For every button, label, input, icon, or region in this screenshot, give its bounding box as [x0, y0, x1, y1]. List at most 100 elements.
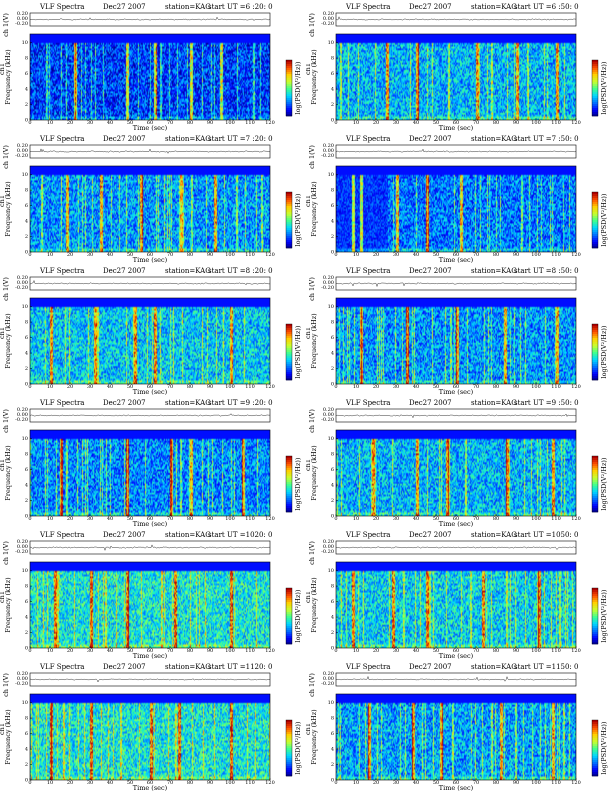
colorbar-segment: [286, 86, 292, 89]
colorbar-label: log(PSD(V²/Hz)): [600, 61, 608, 114]
colorbar-label: log(PSD(V²/Hz)): [294, 589, 302, 642]
time-tick-label: 40: [107, 384, 113, 390]
time-tick-label: 110: [551, 516, 561, 522]
time-tick-label: 40: [413, 252, 419, 258]
freq-tick-label: 2: [25, 630, 28, 636]
colorbar-segment: [286, 758, 292, 761]
colorbar-segment: [592, 744, 598, 747]
colorbar-segment: [286, 498, 292, 501]
colorbar-segment: [286, 608, 292, 611]
panel-title: VLF Spectra: [39, 3, 84, 11]
time-tick-label: 20: [67, 252, 73, 258]
time-tick-label: 90: [207, 516, 213, 522]
panel-station: station=KAG: [165, 531, 211, 539]
trace-ytick-label: 0.20: [323, 11, 334, 17]
time-tick-label: 120: [265, 780, 275, 786]
colorbar-segment: [592, 96, 598, 99]
colorbar-segment: [286, 196, 292, 199]
colorbar-segment: [286, 770, 292, 773]
colorbar-segment: [592, 332, 598, 335]
colorbar-segment: [286, 238, 292, 241]
colorbar-segment: [592, 728, 598, 731]
colorbar-segment: [286, 496, 292, 499]
trace-ytick-label: -0.20: [321, 549, 334, 555]
panel-start-time: start UT =1020: 0: [208, 531, 272, 539]
colorbar-segment: [286, 68, 292, 71]
colorbar-segment: [592, 84, 598, 87]
colorbar-segment: [286, 74, 292, 77]
colorbar-segment: [592, 216, 598, 219]
panel-start-time: start UT =8 :50: 0: [514, 267, 579, 275]
colorbar-segment: [592, 624, 598, 627]
time-tick-label: 40: [413, 516, 419, 522]
colorbar-frame: [285, 59, 293, 117]
time-tick-label: 100: [531, 252, 541, 258]
panel-title: VLF Spectra: [39, 135, 84, 143]
channel-label: ch1: [0, 591, 6, 603]
colorbar-segment: [592, 506, 598, 509]
trace-ytick-label: 0.00: [323, 544, 334, 550]
time-tick-label: 10: [47, 648, 53, 654]
colorbar-segment: [592, 760, 598, 763]
trace-line: [335, 16, 576, 21]
colorbar-segment: [286, 464, 292, 467]
colorbar-segment: [592, 222, 598, 225]
trace-ytick-label: -0.20: [15, 21, 28, 27]
trace-ylabel: ch 1(V): [2, 673, 10, 697]
time-tick-label: 60: [453, 120, 459, 126]
panel-date: Dec27 2007: [103, 267, 146, 275]
colorbar-label: log(PSD(V²/Hz)): [294, 325, 302, 378]
colorbar-segment: [592, 74, 598, 77]
freq-ylabel: Frequency (kHz): [310, 181, 318, 237]
time-tick-label: 50: [433, 384, 439, 390]
colorbar-segment: [286, 334, 292, 337]
time-tick-label: 60: [453, 384, 459, 390]
panel-title: VLF Spectra: [345, 135, 390, 143]
trace-ytick-label: -0.20: [15, 153, 28, 159]
channel-label: ch1: [306, 195, 312, 207]
freq-ylabel: Frequency (kHz): [310, 709, 318, 765]
time-tick-label: 120: [265, 516, 275, 522]
colorbar-segment: [592, 598, 598, 601]
time-xlabel: Time (sec): [439, 124, 474, 132]
time-tick-label: 110: [551, 648, 561, 654]
colorbar-segment: [592, 324, 598, 327]
time-tick-label: 110: [245, 780, 255, 786]
colorbar-segment: [592, 482, 598, 485]
time-tick-label: 0: [334, 384, 337, 390]
trace-ytick-label: 0.20: [323, 539, 334, 545]
colorbar-segment: [592, 242, 598, 245]
colorbar-segment: [286, 340, 292, 343]
freq-tick-label: 8: [25, 56, 28, 62]
colorbar-segment: [286, 214, 292, 217]
colorbar-segment: [592, 752, 598, 755]
colorbar-segment: [592, 244, 598, 247]
colorbar-segment: [286, 478, 292, 481]
colorbar-segment: [592, 510, 598, 513]
colorbar-segment: [286, 202, 292, 205]
trace-ytick-label: -0.20: [321, 681, 334, 687]
colorbar-segment: [592, 626, 598, 629]
colorbar-label: log(PSD(V²/Hz)): [600, 721, 608, 774]
time-tick-label: 20: [67, 780, 73, 786]
time-tick-label: 70: [167, 516, 173, 522]
colorbar-segment: [592, 214, 598, 217]
colorbar-segment: [286, 110, 292, 113]
colorbar-segment: [592, 618, 598, 621]
trace-ylabel: ch 1(V): [2, 13, 10, 37]
time-tick-label: 10: [47, 252, 53, 258]
colorbar-segment: [286, 328, 292, 331]
time-tick-label: 10: [353, 384, 359, 390]
colorbar-segment: [592, 346, 598, 349]
colorbar-segment: [592, 480, 598, 483]
colorbar-segment: [286, 744, 292, 747]
time-tick-label: 70: [473, 780, 479, 786]
colorbar-frame: [591, 719, 599, 777]
colorbar-segment: [592, 774, 598, 777]
colorbar-segment: [286, 62, 292, 65]
